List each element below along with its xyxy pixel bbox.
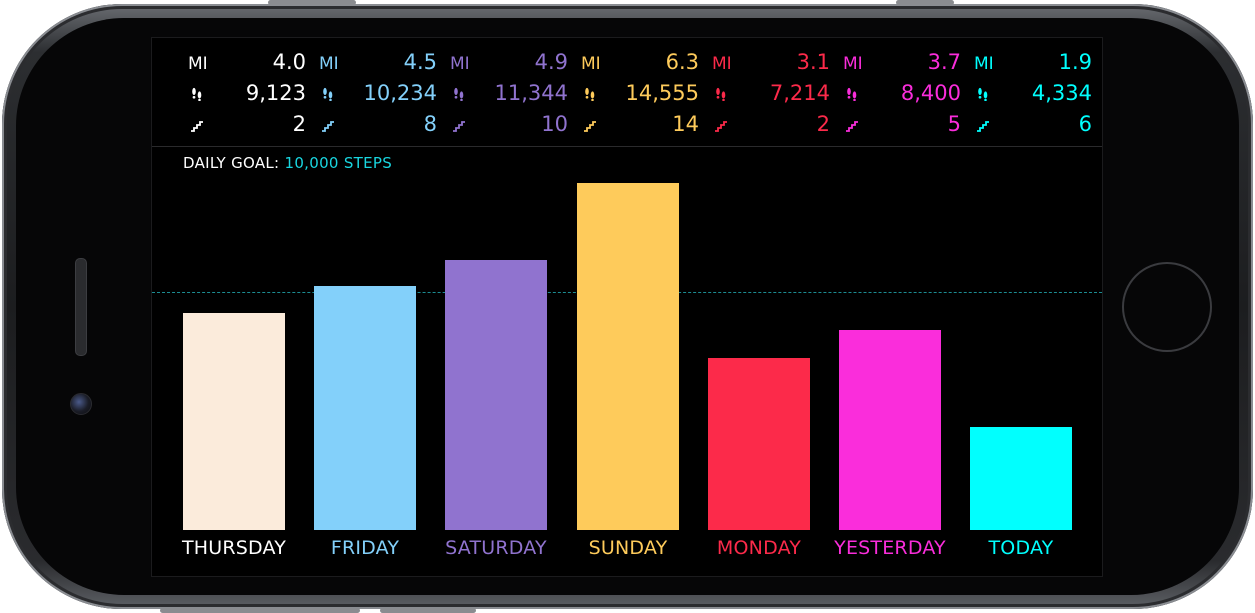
stairs-icon xyxy=(584,121,596,132)
steps-value: 10,234 xyxy=(363,81,437,105)
daily-stats-row: MI 4.0 9,123 2 MI 4.5 10,234 8 MI 4.9 11,344 10 MI 6.… xyxy=(152,38,1102,146)
steps-line: 7,214 xyxy=(712,81,830,112)
day-label-today: TODAY xyxy=(988,537,1054,559)
footprints-icon xyxy=(978,87,988,101)
miles-unit-label: MI xyxy=(450,54,470,74)
stats-divider xyxy=(152,146,1102,147)
volume-button-3 xyxy=(380,608,476,613)
miles-unit-label: MI xyxy=(188,54,208,74)
volume-button-2 xyxy=(160,608,360,613)
miles-value: 3.1 xyxy=(796,50,830,74)
stairs-icon xyxy=(977,121,989,132)
miles-value: 4.9 xyxy=(534,50,568,74)
floors-line: 5 xyxy=(843,112,961,143)
stairs-icon xyxy=(846,121,858,132)
app-screen: MI 4.0 9,123 2 MI 4.5 10,234 8 MI 4.9 11,344 10 MI 6.… xyxy=(152,38,1102,576)
step-bar-thursday[interactable] xyxy=(183,313,285,530)
stairs-icon xyxy=(715,121,727,132)
steps-line: 8,400 xyxy=(843,81,961,112)
stairs-icon xyxy=(322,121,334,132)
miles-value: 4.5 xyxy=(403,50,437,74)
steps-line: 4,334 xyxy=(974,81,1092,112)
steps-value: 4,334 xyxy=(1031,81,1092,105)
floors-line: 8 xyxy=(319,112,437,143)
day-label-yesterday: YESTERDAY xyxy=(834,537,946,559)
steps-value: 9,123 xyxy=(245,81,306,105)
steps-line: 11,344 xyxy=(450,81,568,112)
speaker-grille xyxy=(75,258,87,356)
day-stats-friday: MI 4.5 10,234 8 xyxy=(319,50,437,143)
floors-value: 6 xyxy=(1078,112,1092,136)
day-label-thursday: THURSDAY xyxy=(181,537,287,559)
steps-value: 8,400 xyxy=(900,81,961,105)
miles-value: 4.0 xyxy=(272,50,306,74)
daily-goal-label: DAILY GOAL: xyxy=(183,154,280,172)
footprints-icon xyxy=(585,87,595,101)
step-bar-saturday[interactable] xyxy=(445,260,547,530)
step-bar-sunday[interactable] xyxy=(577,183,679,530)
miles-line: MI 6.3 xyxy=(581,50,699,81)
day-label-monday: MONDAY xyxy=(716,537,802,559)
floors-value: 14 xyxy=(672,112,699,136)
step-bar-yesterday[interactable] xyxy=(839,330,941,530)
steps-value: 7,214 xyxy=(769,81,830,105)
day-stats-today: MI 1.9 4,334 6 xyxy=(974,50,1092,143)
footprints-icon xyxy=(323,87,333,101)
floors-line: 6 xyxy=(974,112,1092,143)
front-camera xyxy=(70,393,92,415)
steps-line: 14,555 xyxy=(581,81,699,112)
step-bar-friday[interactable] xyxy=(314,286,416,530)
miles-line: MI 4.9 xyxy=(450,50,568,81)
floors-line: 14 xyxy=(581,112,699,143)
stairs-icon xyxy=(453,121,465,132)
floors-value: 10 xyxy=(541,112,568,136)
power-button xyxy=(896,0,954,5)
footprints-icon xyxy=(192,87,202,101)
daily-goal: DAILY GOAL: 10,000 STEPS xyxy=(183,154,392,172)
miles-line: MI 1.9 xyxy=(974,50,1092,81)
day-label-friday: FRIDAY xyxy=(330,537,400,559)
steps-line: 9,123 xyxy=(188,81,306,112)
miles-unit-label: MI xyxy=(843,54,863,74)
miles-value: 3.7 xyxy=(927,50,961,74)
steps-line: 10,234 xyxy=(319,81,437,112)
miles-value: 1.9 xyxy=(1058,50,1092,74)
miles-unit-label: MI xyxy=(974,54,994,74)
miles-line: MI 4.0 xyxy=(188,50,306,81)
home-button[interactable] xyxy=(1122,262,1212,352)
stairs-icon xyxy=(191,121,203,132)
day-stats-sunday: MI 6.3 14,555 14 xyxy=(581,50,699,143)
floors-value: 5 xyxy=(947,112,961,136)
miles-unit-label: MI xyxy=(581,54,601,74)
day-stats-thursday: MI 4.0 9,123 2 xyxy=(188,50,306,143)
footprints-icon xyxy=(716,87,726,101)
miles-line: MI 4.5 xyxy=(319,50,437,81)
footprints-icon xyxy=(847,87,857,101)
miles-line: MI 3.7 xyxy=(843,50,961,81)
floors-line: 10 xyxy=(450,112,568,143)
miles-unit-label: MI xyxy=(319,54,339,74)
floors-value: 2 xyxy=(816,112,830,136)
miles-value: 6.3 xyxy=(665,50,699,74)
day-stats-saturday: MI 4.9 11,344 10 xyxy=(450,50,568,143)
floors-value: 8 xyxy=(423,112,437,136)
steps-value: 11,344 xyxy=(494,81,568,105)
miles-unit-label: MI xyxy=(712,54,732,74)
day-stats-yesterday: MI 3.7 8,400 5 xyxy=(843,50,961,143)
steps-value: 14,555 xyxy=(625,81,699,105)
footprints-icon xyxy=(454,87,464,101)
daily-goal-value: 10,000 STEPS xyxy=(284,154,393,172)
floors-value: 2 xyxy=(292,112,306,136)
volume-button-1 xyxy=(268,0,356,5)
day-label-saturday: SATURDAY xyxy=(445,537,547,559)
floors-line: 2 xyxy=(188,112,306,143)
floors-line: 2 xyxy=(712,112,830,143)
step-bar-today[interactable] xyxy=(970,427,1072,530)
day-stats-monday: MI 3.1 7,214 2 xyxy=(712,50,830,143)
step-bar-monday[interactable] xyxy=(708,358,810,530)
day-label-sunday: SUNDAY xyxy=(588,537,668,559)
miles-line: MI 3.1 xyxy=(712,50,830,81)
